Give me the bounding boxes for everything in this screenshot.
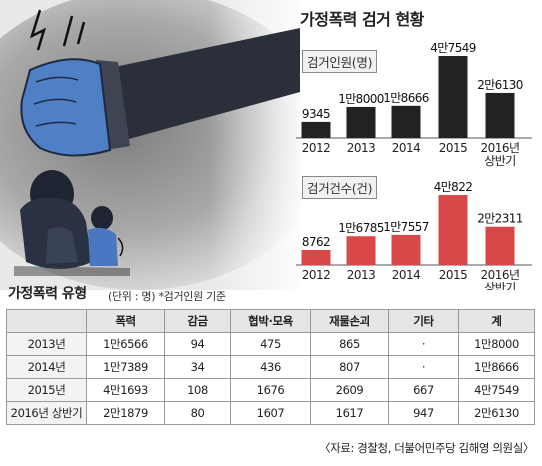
chart-title-cases: 검거건수(건) — [302, 176, 378, 199]
table-note: (단위 : 명) *검거인원 기준 — [108, 290, 226, 303]
table-cell: 94 — [164, 332, 231, 356]
table-cell: 865 — [310, 332, 389, 356]
header-cell: 폭력 — [86, 309, 165, 333]
table-cell: 2015년 — [6, 378, 87, 402]
table-cell: 1만8666 — [458, 355, 535, 379]
domestic-violence-illustration — [0, 0, 300, 290]
header-cell: 협박·모욕 — [230, 309, 311, 333]
header-cell: 재물손괴 — [310, 309, 389, 333]
table-header-row: 폭력 감금 협박·모욕 재물손괴 기타 계 — [6, 309, 535, 333]
value-label: 2만2311 — [477, 212, 523, 226]
bar — [438, 56, 468, 138]
table-cell: 2만6130 — [458, 401, 535, 425]
source-note: 〈자료: 경찰청, 더불어민주당 김해영 의원실〉 — [318, 441, 534, 455]
value-label: 1만8000 — [338, 92, 384, 106]
category-label: 2014 — [392, 141, 421, 155]
table-cell: 1만8000 — [458, 332, 535, 356]
value-label: 1만6785 — [338, 221, 384, 235]
category-label: 2015 — [439, 141, 468, 155]
bar — [485, 92, 515, 138]
table-cell: 1676 — [230, 378, 311, 402]
value-label: 1만7557 — [383, 220, 429, 234]
table-cell: 1617 — [310, 401, 389, 425]
category-label: 상반기 — [484, 154, 516, 168]
table-row: 2014년 1만7389 34 436 807 · 1만8666 — [6, 355, 535, 379]
category-label: 2012 — [302, 141, 331, 155]
table-cell: 2013년 — [6, 332, 87, 356]
category-label: 2012 — [302, 268, 331, 282]
table-cell: 2016년 상반기 — [6, 401, 87, 425]
bar — [438, 195, 468, 265]
table-cell: 2609 — [310, 378, 389, 402]
table-cell: · — [388, 355, 459, 379]
value-label: 2만6130 — [477, 78, 523, 92]
infographic-title: 가정폭력 검거 현황 — [300, 10, 424, 29]
category-label: 2016년 — [480, 268, 519, 282]
table-cell: 2014년 — [6, 355, 87, 379]
table-cell: · — [388, 332, 459, 356]
header-cell — [6, 309, 87, 333]
category-label: 2015 — [439, 268, 468, 282]
table-cell: 807 — [310, 355, 389, 379]
category-label: 2014 — [392, 268, 421, 282]
bar — [391, 105, 421, 138]
table-cell: 1만7389 — [86, 355, 165, 379]
table-row: 2013년 1만6566 94 475 865 · 1만8000 — [6, 332, 535, 356]
bar — [301, 249, 331, 265]
bar — [391, 234, 421, 265]
value-label: 4만7549 — [430, 41, 476, 55]
value-label: 1만8666 — [383, 91, 429, 105]
category-label: 2013 — [347, 141, 376, 155]
value-label: 4만822 — [434, 180, 473, 194]
table-row: 2016년 상반기 2만1879 80 1607 1617 947 2만6130 — [6, 401, 535, 425]
table-cell: 1만6566 — [86, 332, 165, 356]
table-cell: 4만1693 — [86, 378, 165, 402]
category-label: 2013 — [347, 268, 376, 282]
table-cell: 4만7549 — [458, 378, 535, 402]
table-row: 2015년 4만1693 108 1676 2609 667 4만7549 — [6, 378, 535, 402]
bar — [485, 226, 515, 265]
bar — [346, 236, 376, 265]
header-cell: 감금 — [164, 309, 231, 333]
value-label: 9345 — [302, 107, 330, 121]
table-cell: 947 — [388, 401, 459, 425]
table-cell: 667 — [388, 378, 459, 402]
table-cell: 34 — [164, 355, 231, 379]
chart-title-arrests: 검거인원(명) — [302, 50, 378, 73]
violence-type-table: 폭력 감금 협박·모욕 재물손괴 기타 계 2013년 1만6566 94 47… — [6, 309, 535, 425]
table-cell: 475 — [230, 332, 311, 356]
table-cell: 2만1879 — [86, 401, 165, 425]
category-label: 2016년 — [480, 141, 519, 155]
table-cell: 80 — [164, 401, 231, 425]
header-cell: 계 — [458, 309, 535, 333]
table-cell: 108 — [164, 378, 231, 402]
value-label: 8762 — [302, 235, 330, 249]
bar — [301, 121, 331, 138]
header-cell: 기타 — [388, 309, 459, 333]
table-title: 가정폭력 유형 — [8, 286, 87, 302]
table-cell: 436 — [230, 355, 311, 379]
category-label: 상반기 — [484, 281, 516, 290]
bar — [346, 106, 376, 138]
table-cell: 1607 — [230, 401, 311, 425]
bar-charts: 9345 2012 1만8000 2013 1만8666 2014 4만7549 2015 2만… — [296, 41, 532, 290]
